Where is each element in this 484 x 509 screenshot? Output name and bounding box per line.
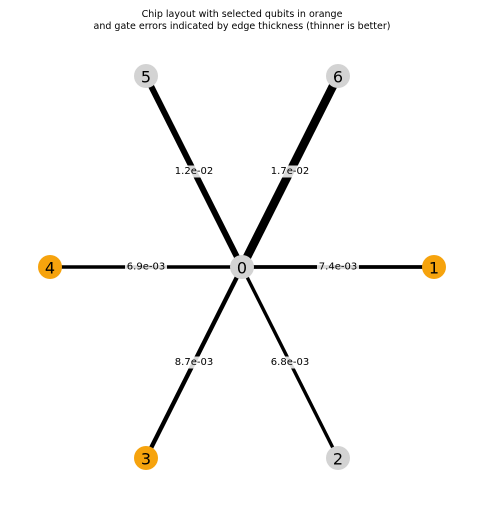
edge-label-background [269,356,311,369]
edge-label-0-5: 1.2e-02 [173,165,215,178]
qubit-label: 2 [333,450,343,469]
edge-label-0-4: 6.9e-03 [125,261,167,273]
qubit-label: 4 [45,259,55,278]
qubit-circle [134,64,158,88]
qubit-circle [326,446,350,470]
edge-label-background [269,165,311,178]
qubit-node-0: 0 [230,255,254,279]
edge-labels-layer: 7.4e-03 6.8e-03 8.7e-03 6.9e-03 1.2e-02 1.7e-… [125,165,359,369]
qubit-node-6: 6 [326,64,350,88]
qubit-label: 3 [141,450,151,469]
qubit-node-5: 5 [134,64,158,88]
title-line-1: Chip layout with selected qubits in oran… [141,9,343,20]
nodes-layer: 0 1 2 3 4 5 6 [38,64,446,470]
edge-label-0-3: 8.7e-03 [173,356,215,369]
selected-qubit-circle [38,255,62,279]
edge-error-label: 8.7e-03 [175,357,213,368]
title-line-2: and gate errors indicated by edge thickn… [93,21,391,32]
edge-label-0-6: 1.7e-02 [269,165,311,178]
qubit-node-4: 4 [38,255,62,279]
qubit-label: 0 [237,259,247,278]
qubit-node-3: 3 [134,446,158,470]
edge-error-label: 1.7e-02 [271,166,309,177]
qubit-label: 1 [429,259,439,278]
edge-label-0-1: 7.4e-03 [317,261,359,273]
edge-label-background [173,165,215,178]
edge-error-label: 6.9e-03 [127,262,165,273]
qubit-label: 5 [141,68,151,87]
qubit-circle [326,64,350,88]
edge-error-label: 7.4e-03 [319,262,357,273]
edge-label-0-2: 6.8e-03 [269,356,311,369]
edge-error-label: 6.8e-03 [271,357,309,368]
qubit-node-1: 1 [422,255,446,279]
figure-title: Chip layout with selected qubits in oran… [0,9,484,33]
qubit-label: 6 [333,68,343,87]
selected-qubit-circle [422,255,446,279]
qubit-node-2: 2 [326,446,350,470]
edge-label-background [173,356,215,369]
edge-label-background [317,261,359,273]
selected-qubit-circle [134,446,158,470]
edge-error-label: 1.2e-02 [175,166,213,177]
qubit-circle [230,255,254,279]
edge-label-background [125,261,167,273]
